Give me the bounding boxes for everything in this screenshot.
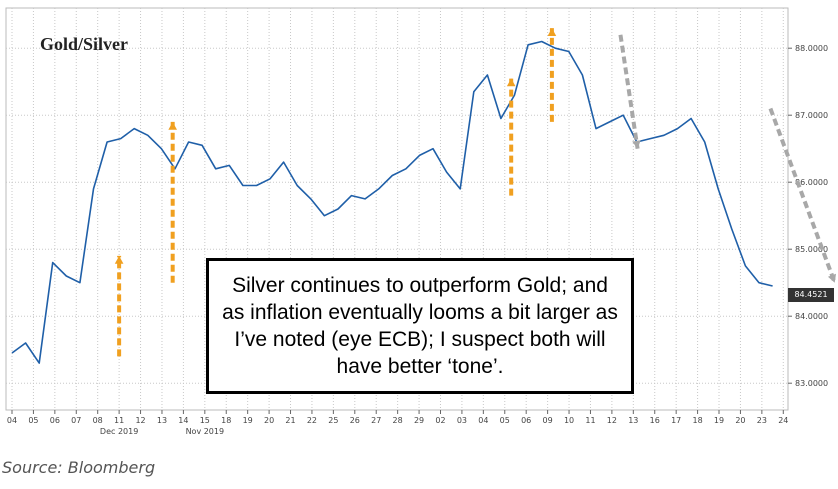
up-arrow-head bbox=[547, 28, 557, 36]
x-tick-label: 23 bbox=[757, 416, 767, 425]
y-tick-label: 85.0000 bbox=[795, 245, 828, 254]
x-tick-label: 05 bbox=[28, 416, 38, 425]
x-tick-label: 20 bbox=[735, 416, 745, 425]
x-tick-label: 13 bbox=[157, 416, 167, 425]
up-arrow-head bbox=[114, 255, 124, 264]
x-tick-label: 26 bbox=[350, 416, 360, 425]
y-tick-label: 83.0000 bbox=[795, 379, 828, 388]
x-tick-label: 06 bbox=[50, 416, 60, 425]
last-value-badge: 84.4521 bbox=[788, 288, 834, 302]
x-tick-label: 03 bbox=[457, 416, 467, 425]
month-label: Nov 2019 bbox=[186, 427, 225, 436]
x-tick-label: 19 bbox=[714, 416, 724, 425]
x-tick-label: 14 bbox=[178, 416, 188, 425]
x-tick-label: 04 bbox=[478, 416, 488, 425]
up-arrow-head bbox=[506, 78, 516, 87]
x-tick-label: 09 bbox=[543, 416, 553, 425]
x-tick-label: 05 bbox=[500, 416, 510, 425]
down-arrow bbox=[768, 107, 837, 284]
y-tick-label: 84.0000 bbox=[795, 312, 828, 321]
series-line bbox=[11, 40, 773, 364]
x-tick-label: 13 bbox=[628, 416, 638, 425]
x-tick-label: 18 bbox=[692, 416, 702, 425]
x-tick-label: 20 bbox=[264, 416, 274, 425]
x-tick-label: 02 bbox=[435, 416, 445, 425]
x-tick-label: 25 bbox=[328, 416, 338, 425]
x-tick-label: 12 bbox=[135, 416, 145, 425]
x-tick-label: 29 bbox=[414, 416, 424, 425]
down-arrow bbox=[618, 34, 640, 149]
x-tick-label: 06 bbox=[521, 416, 531, 425]
x-tick-label: 08 bbox=[93, 416, 103, 425]
x-tick-label: 11 bbox=[585, 416, 595, 425]
commentary-callout: Silver continues to outperform Gold; and… bbox=[206, 258, 634, 394]
down-arrow-head bbox=[632, 140, 641, 149]
x-tick-label: 27 bbox=[371, 416, 381, 425]
x-tick-label: 07 bbox=[71, 416, 81, 425]
y-tick-label: 88.0000 bbox=[795, 44, 828, 53]
x-tick-label: 15 bbox=[200, 416, 210, 425]
x-tick-label: 04 bbox=[7, 416, 17, 425]
x-tick-label: 11 bbox=[114, 416, 124, 425]
x-tick-label: 24 bbox=[778, 416, 788, 425]
down-arrow-head bbox=[827, 273, 837, 283]
source-note: Source: Bloomberg bbox=[2, 458, 156, 477]
x-tick-label: 28 bbox=[393, 416, 403, 425]
y-tick-label: 86.0000 bbox=[795, 178, 828, 187]
x-tick-label: 18 bbox=[221, 416, 231, 425]
x-tick-label: 17 bbox=[671, 416, 681, 425]
x-tick-label: 19 bbox=[243, 416, 253, 425]
callout-text: Silver continues to outperform Gold; and… bbox=[222, 274, 618, 378]
month-label: Dec 2019 bbox=[100, 427, 138, 436]
chart-title: Gold/Silver bbox=[40, 34, 129, 54]
y-tick-label: 87.0000 bbox=[795, 111, 828, 120]
x-tick-label: 21 bbox=[285, 416, 295, 425]
up-arrow-head bbox=[168, 121, 177, 130]
x-tick-label: 16 bbox=[650, 416, 660, 425]
x-tick-label: 22 bbox=[307, 416, 317, 425]
x-tick-label: 12 bbox=[607, 416, 617, 425]
x-tick-label: 10 bbox=[564, 416, 574, 425]
